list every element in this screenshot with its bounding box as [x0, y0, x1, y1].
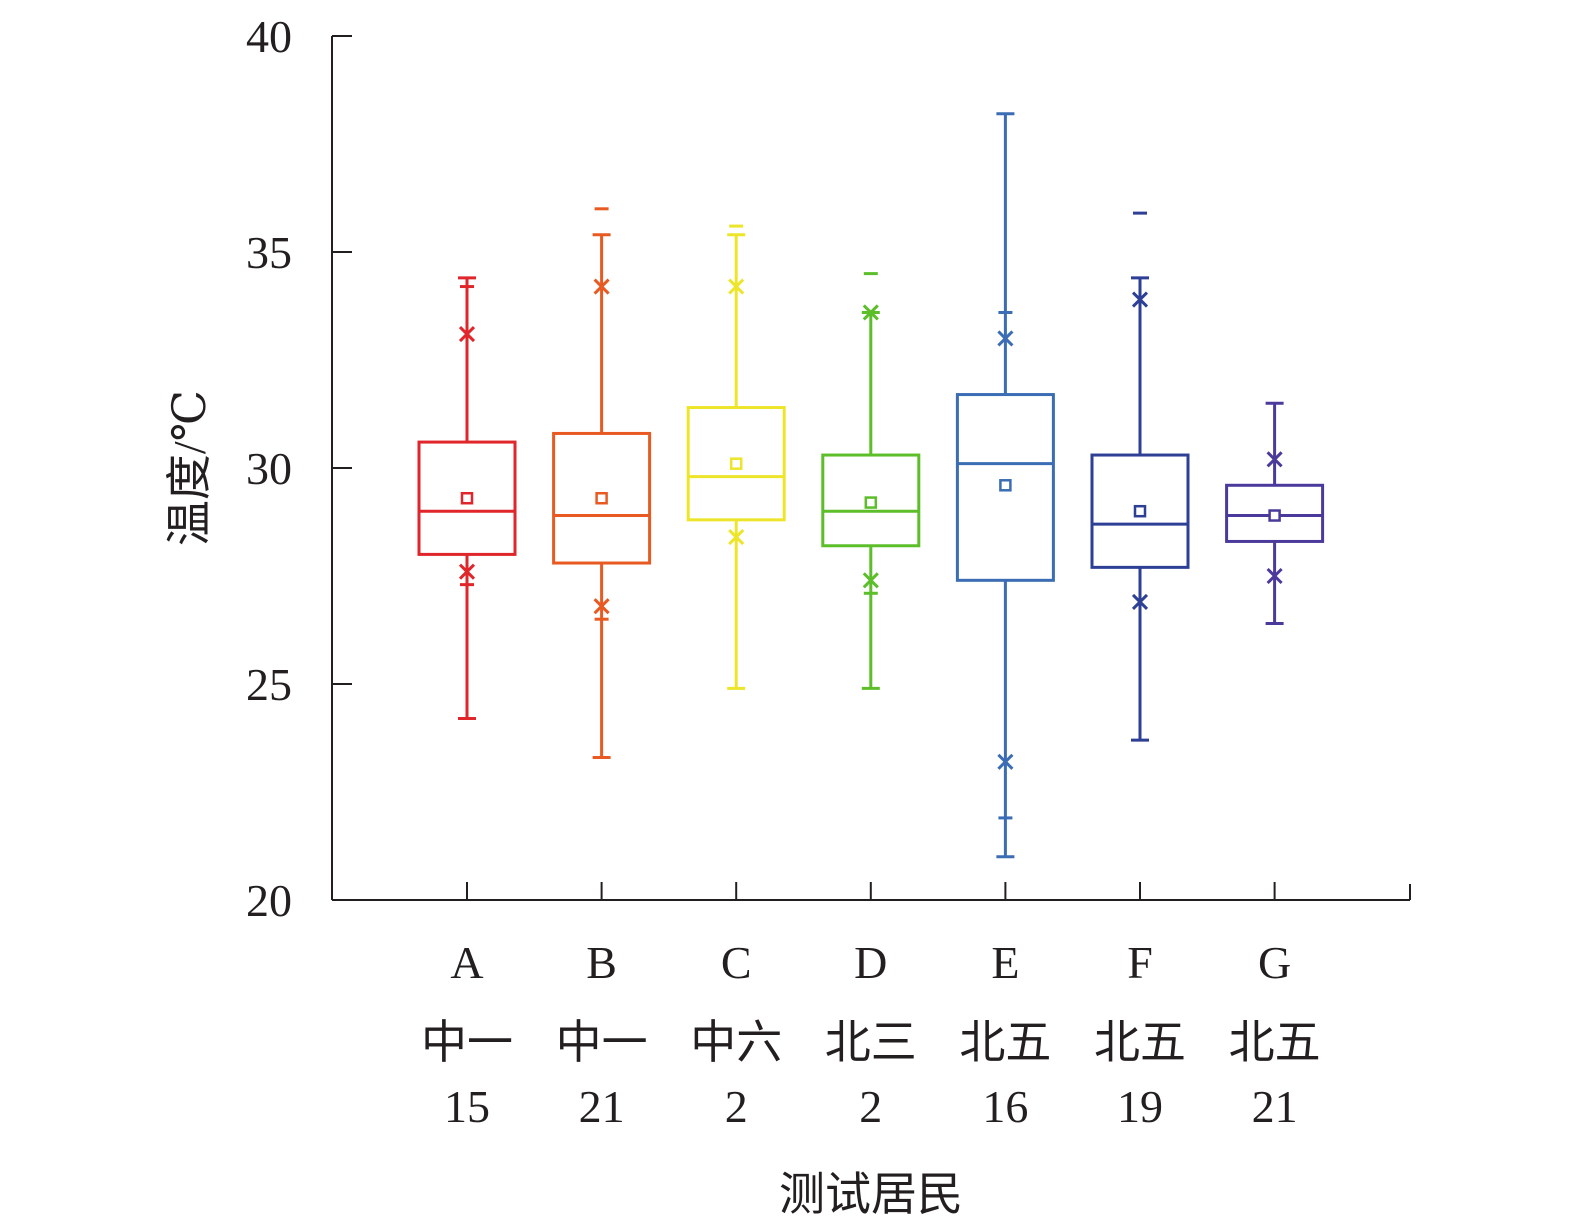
x-tick-label-number: 2	[859, 1081, 882, 1132]
x-tick-label-number: 16	[982, 1081, 1028, 1132]
y-tick-label: 30	[246, 443, 292, 494]
x-tick-label-letter: E	[991, 937, 1019, 988]
x-tick-label-letter: B	[586, 937, 617, 988]
x-axis-label: 测试居民	[779, 1169, 963, 1220]
x-tick-label-number: 19	[1117, 1081, 1163, 1132]
mean-marker	[595, 491, 608, 505]
x-tick-label-letter: F	[1127, 937, 1153, 988]
y-tick-label: 35	[246, 227, 292, 278]
percentile-high-marker	[862, 304, 879, 321]
x-tick-label-number: 15	[444, 1081, 490, 1132]
x-tick-label-site: 中六	[690, 1017, 782, 1068]
x-tick-label-letter: C	[721, 937, 752, 988]
x-tick-label-site: 北三	[825, 1017, 917, 1068]
percentile-high-marker	[1131, 291, 1149, 308]
box-group-e	[955, 112, 1055, 859]
percentile-low-marker	[728, 529, 745, 546]
percentile-low-marker	[997, 753, 1014, 770]
percentile-high-marker	[1266, 451, 1283, 468]
x-tick-label-number: 21	[579, 1081, 625, 1132]
mean-marker	[1268, 509, 1281, 522]
percentile-low-marker	[1131, 593, 1149, 610]
x-tick-label-letter: G	[1258, 937, 1291, 988]
percentile-low-marker	[593, 598, 610, 615]
percentile-high-marker	[458, 326, 476, 343]
x-tick-label-site: 北五	[1229, 1017, 1321, 1068]
x-tick-label-number: 2	[725, 1081, 748, 1132]
mean-marker	[729, 457, 743, 470]
x-tick-label-site: 中一	[556, 1017, 648, 1068]
axes: 2025303540A中一15B中一21C中六2D北三2E北五16F北五19G北…	[246, 11, 1411, 1132]
percentile-high-marker	[997, 330, 1014, 347]
box-group-g	[1225, 401, 1325, 626]
mean-marker	[460, 491, 474, 505]
percentile-high-marker	[728, 278, 745, 295]
mean-marker	[1133, 504, 1147, 518]
x-tick-label-site: 北五	[1094, 1017, 1186, 1068]
y-axis-label: 温度/℃	[164, 390, 215, 546]
box-group-d	[821, 272, 921, 690]
percentile-high-marker	[593, 278, 610, 295]
box-group-a	[417, 276, 517, 721]
y-tick-label: 25	[246, 659, 292, 710]
x-tick-label-number: 21	[1252, 1081, 1298, 1132]
x-tick-label-letter: D	[854, 937, 887, 988]
mean-marker	[999, 479, 1012, 492]
mean-marker	[864, 496, 878, 509]
box-group-c	[686, 224, 786, 690]
y-tick-label: 40	[246, 11, 292, 62]
box-group-b	[552, 207, 652, 759]
x-tick-label-site: 北五	[959, 1017, 1051, 1068]
x-tick-label-letter: A	[450, 937, 483, 988]
x-tick-label-site: 中一	[421, 1017, 513, 1068]
y-tick-label: 20	[246, 875, 292, 926]
plot-area	[417, 112, 1325, 859]
percentile-low-marker	[1266, 567, 1283, 585]
box-group-f	[1090, 211, 1190, 742]
percentile-low-marker	[862, 572, 879, 589]
percentile-low-marker	[458, 563, 476, 580]
